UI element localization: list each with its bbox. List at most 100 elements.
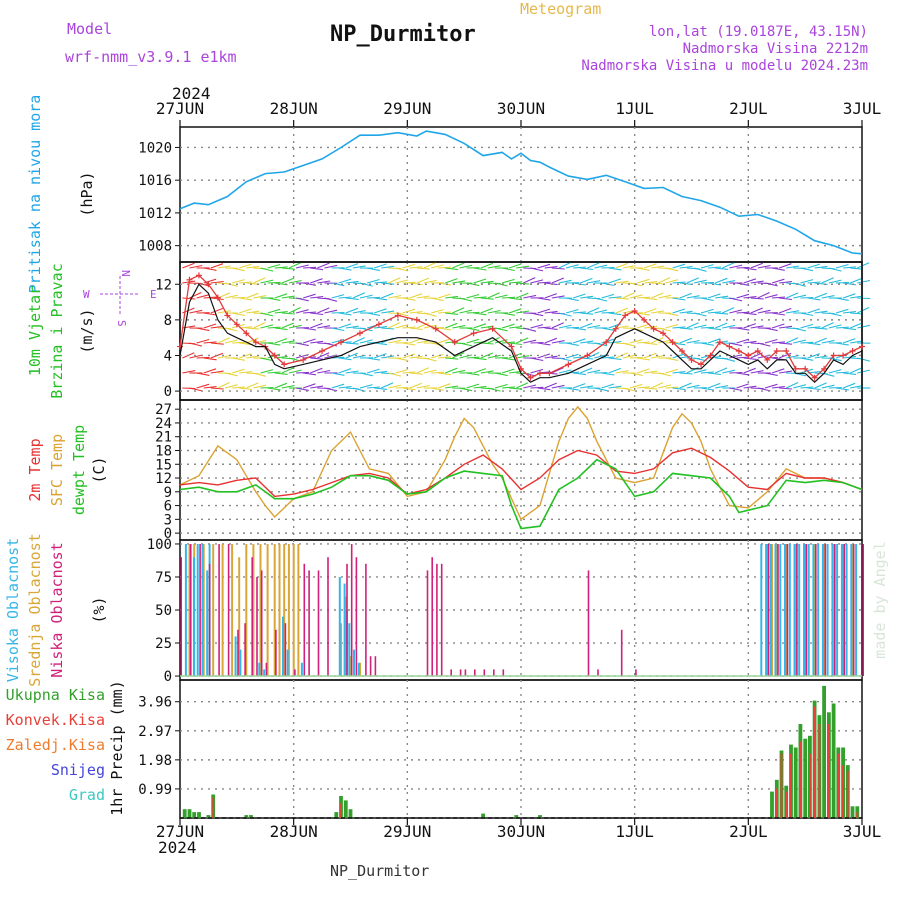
wind-gust-marker	[356, 330, 363, 337]
wind-barb	[409, 372, 423, 375]
wind-barb	[274, 311, 288, 314]
wind-gust-marker	[688, 356, 695, 363]
y-tick-label: 18	[155, 443, 172, 459]
wind-barb	[643, 308, 657, 314]
wind-barb	[629, 372, 643, 377]
wind-barb	[672, 371, 686, 374]
wind-barb	[615, 262, 629, 269]
wind-barb	[615, 307, 629, 314]
wind-barb	[608, 267, 622, 271]
wind-barb	[288, 262, 302, 269]
x-tick-label-top: 30JUN	[497, 99, 545, 118]
wind-barb	[388, 294, 402, 299]
wind-barb	[274, 382, 288, 389]
wind-barb	[338, 296, 352, 299]
y-tick-label: 0	[164, 384, 172, 400]
x-tick-label-top: 29JUN	[383, 99, 431, 118]
wind-barb	[253, 277, 266, 284]
wind-barb	[224, 282, 238, 287]
wind-gust-marker	[764, 356, 771, 363]
wind-barb	[793, 384, 807, 389]
wind-barb	[622, 387, 636, 392]
wind-barb	[686, 295, 700, 299]
wind-barb	[743, 340, 757, 344]
wind-barb	[800, 267, 814, 272]
wind-barb	[679, 310, 693, 314]
wind-barb	[615, 297, 629, 300]
precip-total-bar	[197, 812, 201, 818]
precip-total-bar	[793, 747, 798, 818]
wind-barb	[459, 354, 473, 359]
compass-cross	[100, 276, 140, 314]
wind-barb	[842, 338, 856, 344]
wind-gust-marker	[432, 325, 439, 332]
wind-barb	[530, 324, 544, 329]
wind-barb	[757, 342, 771, 347]
wind-barb	[558, 324, 572, 329]
wind-gust-marker	[214, 294, 221, 301]
wind-barb	[217, 337, 231, 344]
wind-barb	[807, 308, 821, 314]
wind-barb	[374, 387, 388, 390]
wind-barb	[239, 263, 252, 269]
wind-barb	[217, 354, 231, 359]
wind-barb	[714, 322, 728, 329]
wind-barb	[366, 368, 380, 374]
wind-barb	[288, 324, 302, 329]
wind-barb	[629, 294, 643, 299]
wind-barb	[530, 279, 544, 284]
wind-gust-marker	[735, 348, 742, 355]
wind-barb	[246, 327, 260, 330]
wind-barb	[239, 297, 253, 301]
wind-barb	[310, 367, 323, 374]
wind-barb	[707, 338, 721, 344]
wind-barb	[246, 382, 259, 389]
model-name: wrf-nmm_v3.9.1 e1km	[65, 48, 237, 66]
wind-barb	[409, 382, 423, 389]
wind-barb	[601, 266, 615, 269]
wind-axis-title-1: 10m Vjetar	[26, 286, 44, 376]
x-tick-label-top: 1JUL	[615, 99, 654, 118]
wind-barb	[579, 322, 593, 329]
wind-barb	[544, 337, 557, 344]
wind-barb	[857, 297, 871, 300]
wind-barb	[487, 292, 500, 299]
wind-barb	[409, 355, 423, 359]
wind-barb	[295, 387, 309, 391]
wind-gust-marker	[281, 361, 288, 368]
wind-barb	[750, 325, 764, 329]
wind-barb	[487, 387, 501, 392]
wind-barb	[260, 324, 274, 329]
wind-barb	[331, 327, 345, 332]
wind-barb	[622, 354, 636, 359]
x-tick-label-top: 27JUN	[156, 99, 204, 118]
wind-gust-marker	[631, 307, 638, 314]
wind-barb	[814, 292, 827, 299]
wind-barb	[388, 277, 401, 284]
wind-barb	[757, 309, 771, 314]
wind-gust-marker	[792, 365, 799, 372]
wind-barb	[779, 370, 793, 374]
wind-barb	[736, 338, 750, 344]
wind-barb	[644, 342, 658, 345]
wind-barb	[445, 267, 459, 271]
wind-barb	[381, 282, 395, 285]
wind-gust-marker	[840, 352, 847, 359]
wind-barb	[345, 325, 359, 329]
wind-barb	[502, 386, 516, 389]
wind-barb	[651, 355, 665, 359]
wind-barb	[189, 309, 203, 314]
wind-gust-marker	[451, 339, 458, 346]
wind-barb	[203, 323, 217, 329]
y-tick-label: 21	[155, 430, 172, 446]
cloud-axis-title-low: Niska Oblacnost	[48, 542, 66, 677]
wind-barb	[665, 357, 679, 361]
wind-barb	[594, 264, 608, 269]
wind-gust-marker	[726, 343, 733, 350]
wind-barb	[814, 265, 828, 269]
wind-barb	[480, 307, 494, 314]
wind-barb	[857, 279, 871, 284]
wind-barb	[445, 295, 459, 299]
wind-barb	[352, 292, 366, 299]
wind-barb	[430, 264, 444, 269]
